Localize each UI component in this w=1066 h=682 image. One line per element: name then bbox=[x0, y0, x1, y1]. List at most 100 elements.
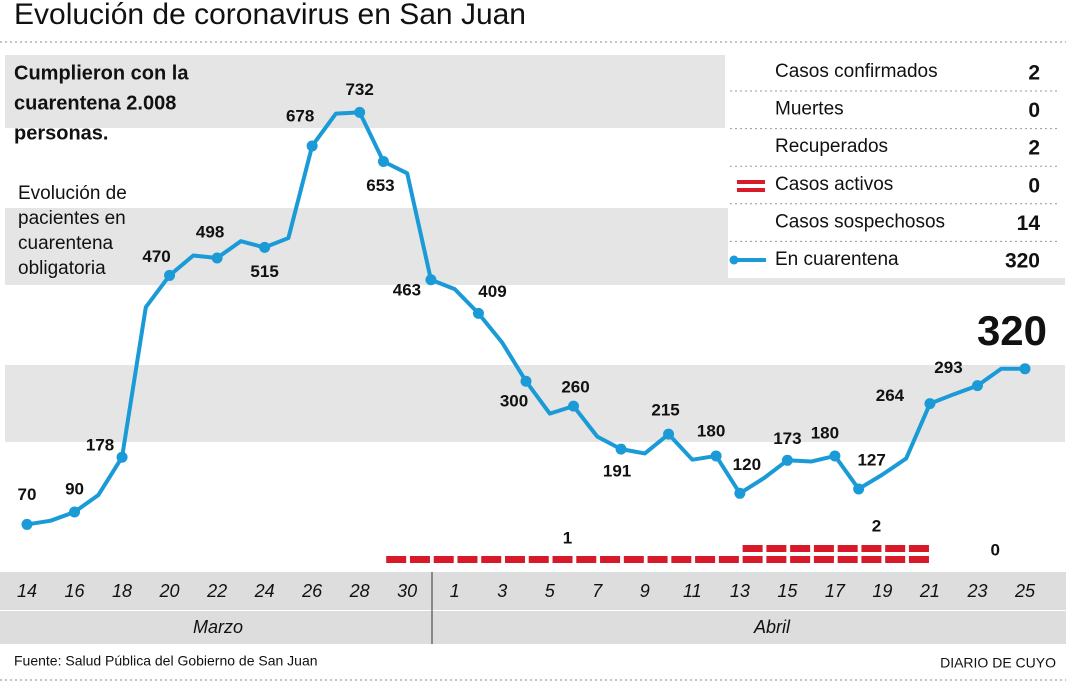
summary-label: Muertes bbox=[775, 99, 844, 120]
x-tick-label: 22 bbox=[206, 581, 227, 601]
active-dash bbox=[457, 556, 478, 563]
active-dash bbox=[552, 556, 573, 563]
active-label: 2 bbox=[872, 516, 881, 535]
month-label: Abril bbox=[753, 617, 791, 637]
series-label: pacientes en bbox=[18, 208, 126, 229]
active-dash bbox=[695, 556, 716, 563]
summary-value: 0 bbox=[1028, 99, 1040, 122]
point bbox=[472, 307, 484, 319]
x-tick-label: 20 bbox=[159, 581, 180, 601]
x-tick-label: 7 bbox=[592, 581, 603, 601]
point bbox=[306, 140, 318, 152]
active-dash bbox=[885, 556, 906, 563]
active-dash bbox=[576, 556, 597, 563]
x-tick-label: 5 bbox=[545, 581, 556, 601]
active-dash bbox=[813, 556, 834, 563]
point bbox=[829, 450, 841, 462]
active-dash bbox=[861, 556, 882, 563]
summary-label: Casos confirmados bbox=[775, 61, 938, 82]
active-dash bbox=[790, 545, 811, 552]
summary-label: Casos sospechosos bbox=[775, 211, 945, 232]
value-label: 90 bbox=[65, 479, 84, 498]
value-label: 498 bbox=[196, 222, 224, 241]
active-dash bbox=[908, 556, 929, 563]
value-label: 653 bbox=[366, 176, 394, 195]
value-label: 260 bbox=[561, 378, 589, 397]
value-label: 678 bbox=[286, 106, 314, 125]
active-dash bbox=[433, 556, 454, 563]
value-label: 178 bbox=[86, 436, 114, 455]
active-label: 1 bbox=[563, 528, 572, 547]
x-tick-label: 24 bbox=[254, 581, 275, 601]
annotation: Cumplieron con la bbox=[14, 62, 189, 84]
active-dash bbox=[742, 545, 763, 552]
point bbox=[924, 398, 936, 410]
x-tick-label: 18 bbox=[112, 581, 132, 601]
active-dash bbox=[837, 556, 858, 563]
value-label: 515 bbox=[250, 262, 278, 281]
value-label: 264 bbox=[876, 386, 905, 405]
value-label: 120 bbox=[733, 455, 761, 474]
summary-value: 14 bbox=[1017, 212, 1041, 235]
point bbox=[853, 483, 865, 495]
active-dash bbox=[813, 545, 834, 552]
band bbox=[5, 365, 1065, 442]
value-label: 127 bbox=[857, 450, 885, 469]
x-tick-label: 11 bbox=[683, 581, 702, 601]
title: Evolución de coronavirus en San Juan bbox=[14, 0, 526, 31]
month-label: Marzo bbox=[193, 617, 243, 637]
x-tick-label: 19 bbox=[872, 581, 892, 601]
point bbox=[1019, 363, 1031, 375]
value-label: 409 bbox=[478, 282, 506, 301]
point bbox=[568, 400, 580, 412]
active-dash bbox=[647, 556, 668, 563]
x-tick-label: 17 bbox=[825, 581, 846, 601]
active-label: 0 bbox=[991, 540, 1000, 559]
active-dash bbox=[481, 556, 502, 563]
summary-label: Recuperados bbox=[775, 136, 888, 157]
legend-swatch bbox=[729, 255, 739, 265]
value-label: 463 bbox=[393, 280, 421, 299]
annotation: personas. bbox=[14, 122, 108, 144]
point bbox=[971, 380, 983, 392]
point bbox=[781, 454, 793, 466]
summary-value: 0 bbox=[1028, 174, 1040, 197]
x-tick-label: 26 bbox=[301, 581, 323, 601]
active-dash bbox=[861, 545, 882, 552]
x-tick-label: 28 bbox=[349, 581, 370, 601]
x-tick-label: 23 bbox=[966, 581, 987, 601]
x-tick-label: 13 bbox=[730, 581, 750, 601]
value-label: 293 bbox=[934, 358, 962, 377]
summary-value: 320 bbox=[1005, 250, 1040, 273]
value-label: 70 bbox=[18, 485, 37, 504]
point bbox=[425, 274, 437, 286]
series-label: obligatoria bbox=[18, 258, 106, 279]
value-label: 180 bbox=[811, 423, 839, 442]
active-dash bbox=[671, 556, 692, 563]
active-dash bbox=[409, 556, 430, 563]
x-tick-label: 16 bbox=[65, 581, 86, 601]
point bbox=[211, 252, 223, 264]
value-label: 173 bbox=[773, 429, 801, 448]
summary-label: En cuarentena bbox=[775, 249, 899, 270]
series-label: Evolución de bbox=[18, 183, 127, 204]
active-dash bbox=[505, 556, 525, 563]
value-label: 732 bbox=[345, 80, 373, 99]
x-axis-band bbox=[0, 572, 1066, 610]
x-tick-label: 30 bbox=[397, 581, 417, 601]
point bbox=[734, 487, 746, 499]
value-label-large: 320 bbox=[977, 307, 1047, 354]
active-dash bbox=[718, 556, 739, 563]
series-label: cuarentena bbox=[18, 233, 114, 254]
point bbox=[377, 156, 389, 168]
legend-swatch bbox=[737, 180, 765, 184]
x-tick-label: 3 bbox=[497, 581, 507, 601]
annotation: cuarentena 2.008 bbox=[14, 92, 176, 114]
point bbox=[520, 375, 532, 387]
month-band bbox=[0, 611, 1066, 644]
x-tick-label: 14 bbox=[17, 581, 37, 601]
summary-label: Casos activos bbox=[775, 174, 893, 195]
active-dash bbox=[766, 545, 787, 552]
brand: DIARIO DE CUYO bbox=[940, 655, 1056, 671]
value-label: 180 bbox=[697, 421, 725, 440]
